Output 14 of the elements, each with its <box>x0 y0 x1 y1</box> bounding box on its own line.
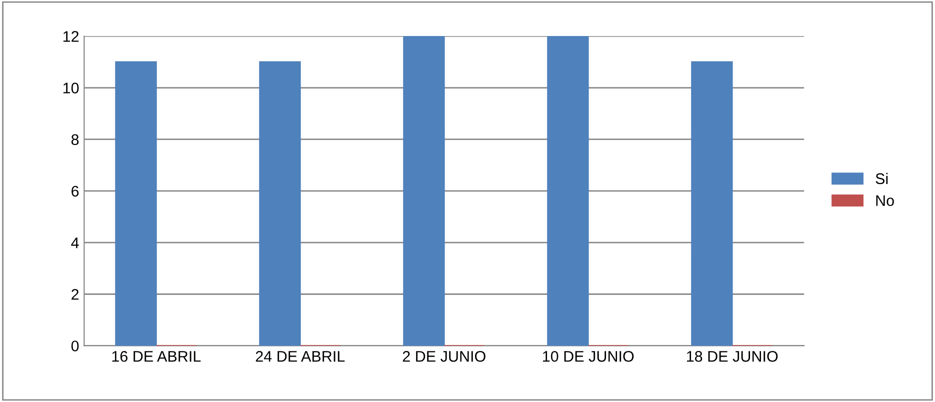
y-tick-label: 4 <box>71 238 79 248</box>
x-tick-label: 24 DE ABRIL <box>256 350 345 362</box>
y-tick-label: 12 <box>63 31 79 42</box>
y-tick-label: 0 <box>71 340 79 352</box>
x-tick-label: 2 DE JUNIO <box>402 350 486 362</box>
x-tick-label: 18 DE JUNIO <box>687 350 778 362</box>
y-tick-label: 8 <box>71 134 79 146</box>
y-tick-label: 10 <box>63 82 79 94</box>
legend-label: Si <box>876 172 888 184</box>
x-tick-label: 10 DE JUNIO <box>543 350 634 362</box>
y-tick-label: 2 <box>72 289 79 300</box>
x-tick-label: 16 DE ABRIL <box>112 350 201 362</box>
y-tick-label: 6 <box>72 186 79 197</box>
legend-label: No <box>876 195 894 206</box>
